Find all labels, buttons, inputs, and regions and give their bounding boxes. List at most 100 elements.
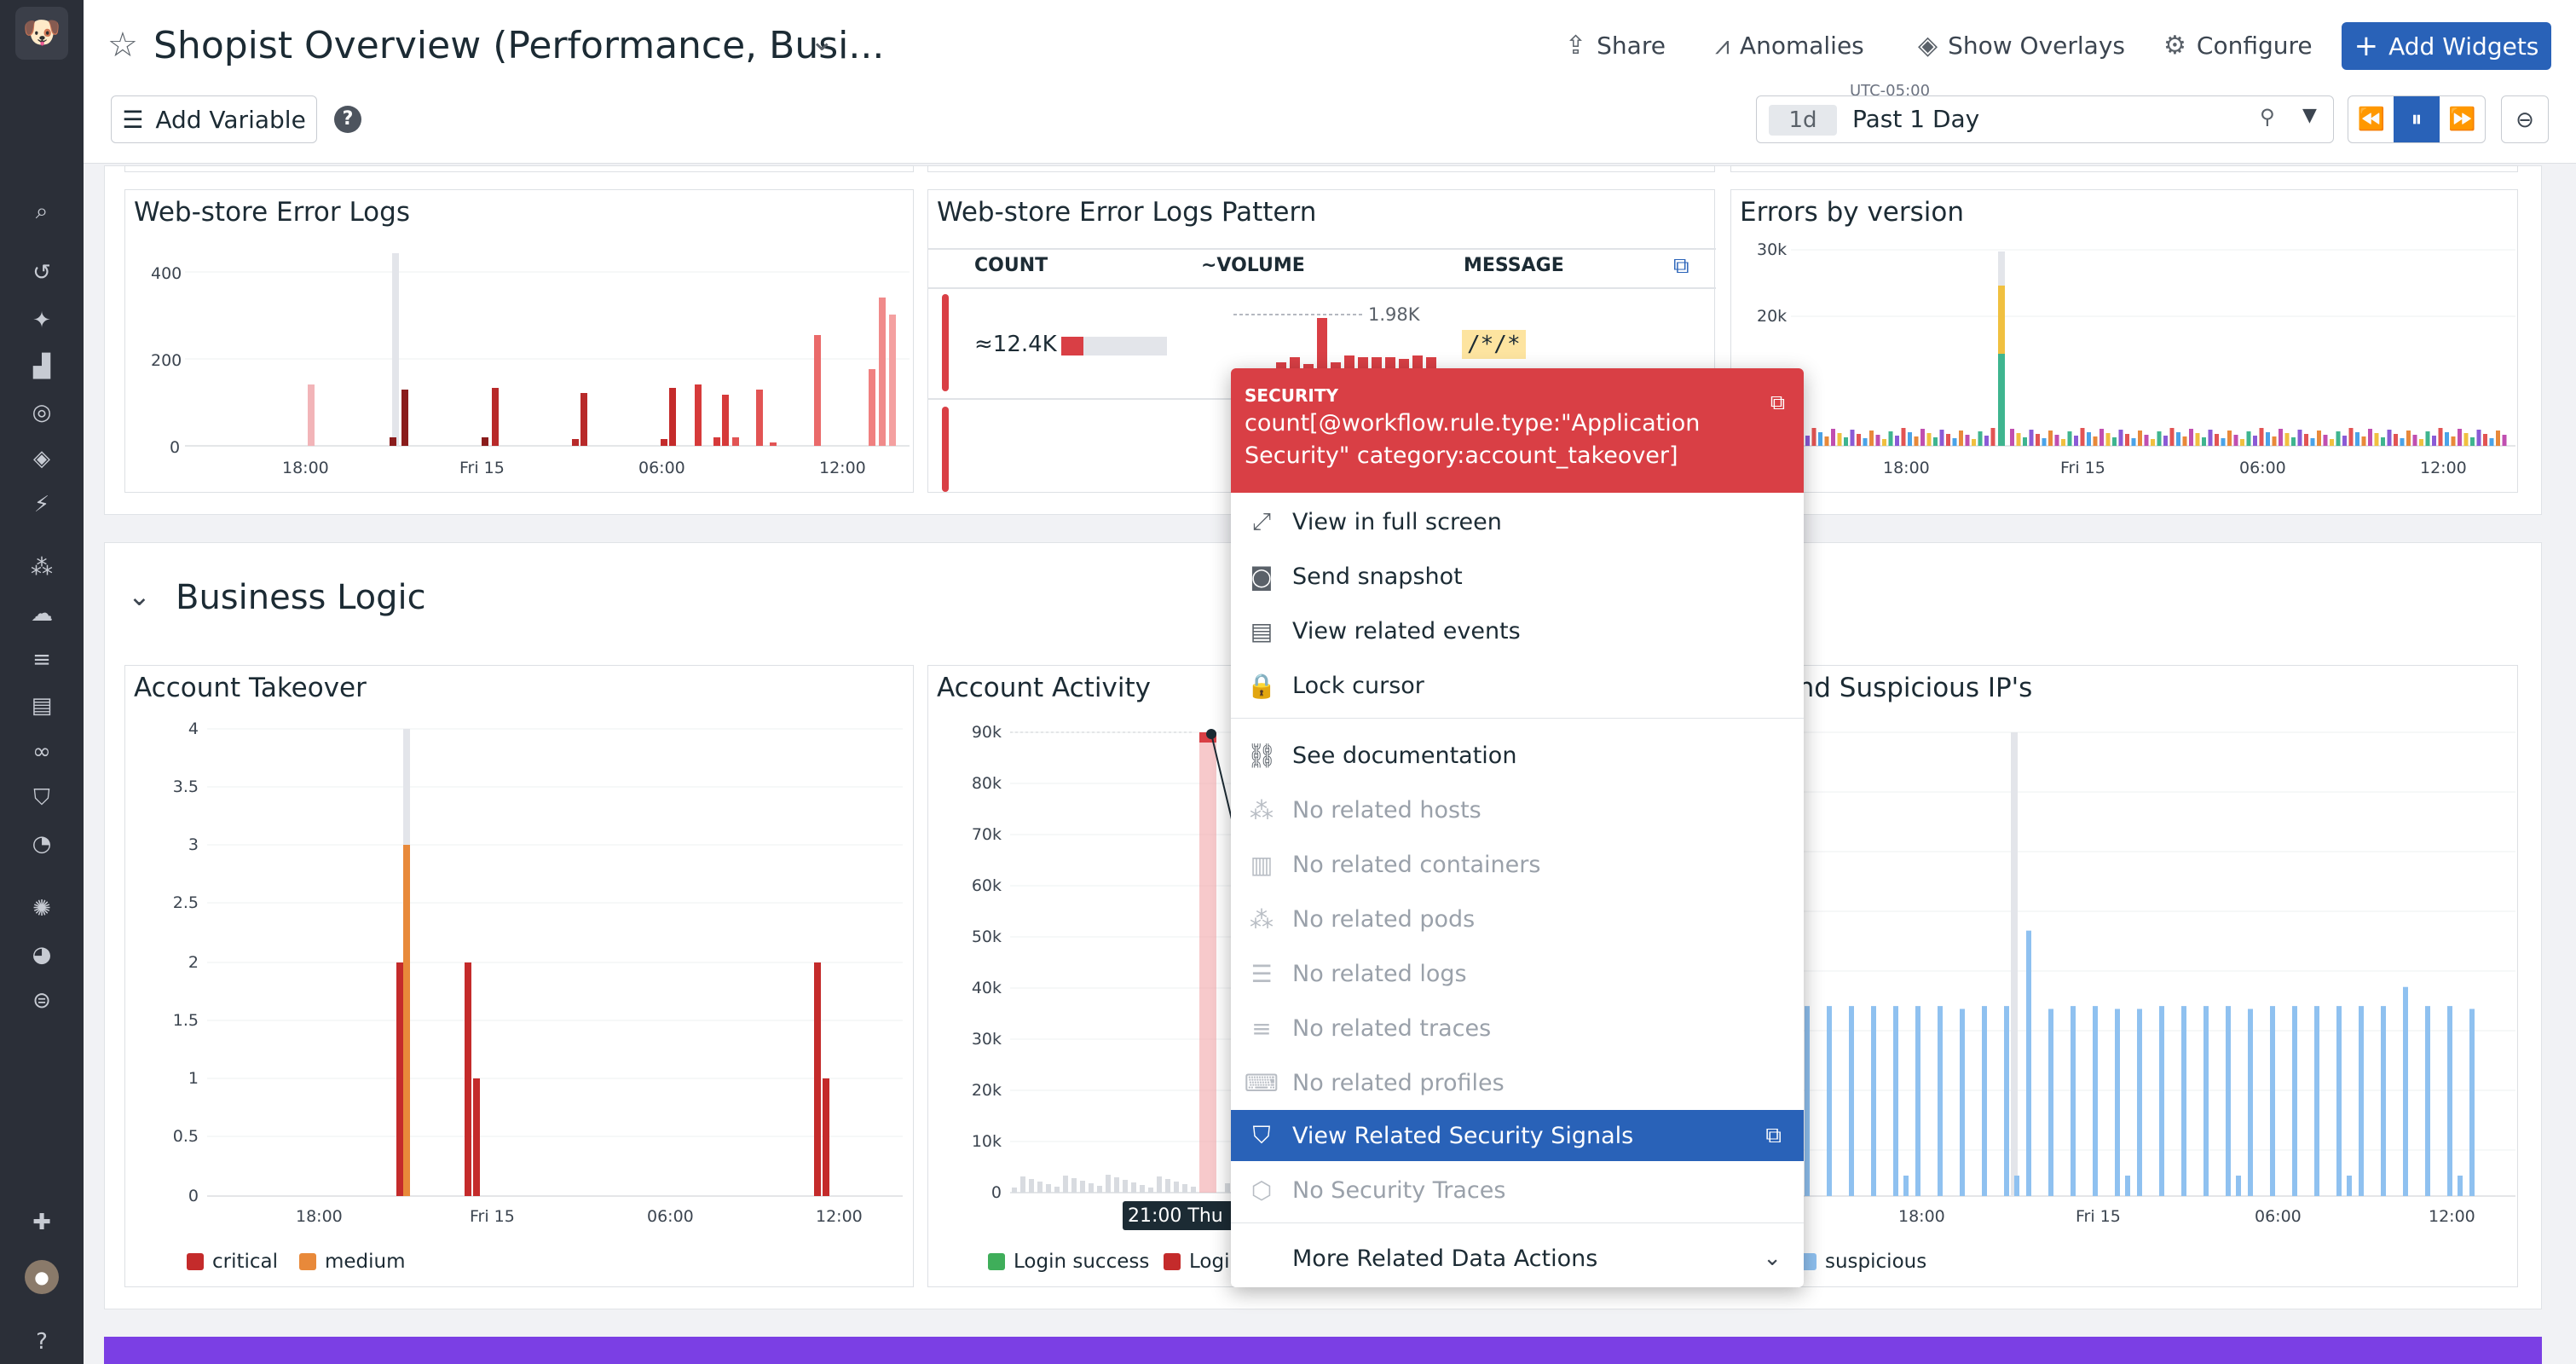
widget-web-store-error-logs[interactable]: Web-store Error Logs 400 200 0 18:00 Fri… bbox=[124, 189, 914, 493]
x-tick: Fri 15 bbox=[470, 1207, 515, 1226]
collapse-chevron-icon[interactable]: ⌄ bbox=[128, 580, 151, 612]
menu-send-snapshot[interactable]: ◙ Send snapshot bbox=[1231, 551, 1804, 602]
version-bar bbox=[1850, 430, 1855, 446]
pause-button[interactable]: ⏸ bbox=[2394, 96, 2440, 142]
gear-icon: ⚙ bbox=[2163, 31, 2186, 61]
widget-title: Web-store Error Logs bbox=[134, 197, 410, 228]
add-widgets-button[interactable]: + Add Widgets bbox=[2342, 22, 2551, 70]
widget-account-takeover[interactable]: Account Takeover 4 3.5 3 2.5 2 1.5 1 0.5… bbox=[124, 665, 914, 1287]
network-icon[interactable]: ∞ bbox=[32, 739, 51, 765]
version-bar bbox=[1901, 428, 1906, 446]
open-in-logs-icon[interactable]: ⧉ bbox=[1673, 253, 1689, 279]
version-bar bbox=[2496, 431, 2500, 446]
version-bar bbox=[2445, 432, 2449, 446]
dashboards-icon[interactable]: ▟ bbox=[33, 354, 50, 379]
activity-bar bbox=[1089, 1183, 1094, 1193]
version-bar bbox=[2330, 439, 2334, 446]
version-bar bbox=[2279, 429, 2283, 446]
events-icon[interactable]: ⚡ bbox=[33, 492, 50, 517]
favorite-star-icon[interactable]: ☆ bbox=[107, 26, 138, 65]
version-bar bbox=[1805, 436, 1810, 446]
menu-more-related-data-actions[interactable]: More Related Data Actions ⌄ bbox=[1292, 1245, 1782, 1272]
version-bar bbox=[2394, 434, 2398, 446]
menu-view-full-screen[interactable]: ⤢ View in full screen bbox=[1231, 496, 1804, 547]
pattern-message[interactable]: /*/* bbox=[1462, 330, 1526, 359]
dashboard-title[interactable]: Shopist Overview (Performance, Busi... bbox=[153, 24, 885, 67]
forward-button[interactable]: ⏩ bbox=[2448, 107, 2476, 132]
ip-bar bbox=[1805, 1006, 1810, 1196]
legend-login-failure[interactable]: Logi bbox=[1164, 1251, 1229, 1273]
anomalies-button[interactable]: ⩘ Anomalies bbox=[1715, 31, 1864, 61]
error-logs-chart[interactable]: 400 200 0 18:00 Fri 15 06:00 12:00 bbox=[125, 190, 915, 494]
ip-bar bbox=[2071, 1006, 2076, 1196]
rewind-button[interactable]: ⏪ bbox=[2357, 107, 2385, 132]
apm-icon[interactable]: ▤ bbox=[31, 693, 53, 719]
integrations-icon[interactable]: ◈ bbox=[33, 446, 50, 471]
notebooks-icon[interactable]: ⊜ bbox=[32, 988, 51, 1014]
add-variable-button[interactable]: ☰ Add Variable bbox=[111, 95, 317, 143]
rum-icon[interactable]: ◔ bbox=[32, 831, 52, 857]
legend-critical[interactable]: critical bbox=[187, 1251, 278, 1273]
datadog-logo-icon[interactable]: 🐶 bbox=[15, 7, 68, 60]
version-bar bbox=[1863, 438, 1868, 446]
legend-suspicious[interactable]: suspicious bbox=[1799, 1251, 1926, 1273]
y-tick: 0 bbox=[991, 1183, 1002, 1202]
version-bar bbox=[1888, 431, 1893, 446]
menu-no-security-traces: ⬡ No Security Traces bbox=[1231, 1165, 1804, 1216]
col-volume-header[interactable]: ~VOLUME bbox=[1201, 255, 1305, 276]
account-takeover-chart[interactable]: 4 3.5 3 2.5 2 1.5 1 0.5 0 18:00 Fri 15 0… bbox=[125, 666, 915, 1288]
ip-bar bbox=[2469, 1009, 2475, 1196]
title-dropdown-chevron-icon[interactable]: ⌄ bbox=[810, 24, 835, 58]
configure-button[interactable]: ⚙ Configure bbox=[2163, 31, 2313, 61]
hover-tooltip-bg bbox=[1123, 1201, 1242, 1230]
widget-suspicious-ips[interactable]: ed and Suspicious IP's 18:00 Fri 15 06:0… bbox=[1730, 665, 2518, 1287]
errors-by-version-chart[interactable]: 30k 20k 18:00 Fri 15 06:00 12:00 bbox=[1731, 190, 2519, 494]
recent-icon[interactable]: ↺ bbox=[32, 260, 51, 286]
anomalies-icon: ⩘ bbox=[1715, 31, 1730, 61]
menu-view-related-security-signals[interactable]: ⛉ View Related Security Signals ⧉ bbox=[1231, 1110, 1804, 1161]
x-tick: 06:00 bbox=[638, 459, 685, 477]
ip-bar bbox=[2026, 930, 2031, 1196]
search-icon[interactable]: ⌕ bbox=[35, 199, 49, 224]
logs-nav-icon[interactable]: ≡ bbox=[32, 647, 51, 673]
next-group-header bbox=[104, 1337, 2542, 1364]
widget-errors-by-version[interactable]: Errors by version 30k 20k 18:00 Fri 15 0… bbox=[1730, 189, 2518, 493]
time-picker[interactable]: 1d Past 1 Day ⚲ ▼ bbox=[1756, 95, 2334, 143]
security-nav-icon[interactable]: ⛉ bbox=[33, 785, 50, 811]
col-message-header[interactable]: MESSAGE bbox=[1464, 255, 1564, 276]
activity-bar bbox=[1140, 1185, 1145, 1193]
menu-no-related-logs: ☰ No related logs bbox=[1231, 948, 1804, 999]
zoom-out-button[interactable]: ⊖ bbox=[2501, 95, 2549, 143]
version-bar bbox=[2112, 437, 2117, 446]
integrations-puzzle-icon[interactable]: ✚ bbox=[32, 1210, 51, 1235]
shield-icon: ⛉ bbox=[1252, 1121, 1271, 1149]
suspicious-ips-chart[interactable]: 18:00 Fri 15 06:00 12:00 bbox=[1731, 666, 2519, 1288]
synthetics-icon[interactable]: ◕ bbox=[32, 942, 52, 968]
watchdog-icon[interactable]: ✦ bbox=[32, 308, 51, 333]
help-icon[interactable]: ? bbox=[334, 106, 361, 133]
x-tick: Fri 15 bbox=[2060, 459, 2105, 477]
col-count-header[interactable]: COUNT bbox=[974, 255, 1048, 276]
version-bar bbox=[2374, 433, 2379, 446]
y-tick: 30k bbox=[1757, 240, 1787, 259]
x-tick: 12:00 bbox=[2429, 1207, 2475, 1226]
menu-lock-cursor[interactable]: 🔒 Lock cursor bbox=[1231, 660, 1804, 711]
menu-see-documentation[interactable]: ⛓ See documentation bbox=[1231, 730, 1804, 781]
cloud-icon[interactable]: ☁ bbox=[31, 601, 53, 627]
copy-icon[interactable]: ⧉ bbox=[1770, 390, 1785, 414]
legend-medium[interactable]: medium bbox=[299, 1251, 406, 1273]
show-overlays-button[interactable]: ◈ Show Overlays bbox=[1918, 31, 2125, 61]
ci-icon[interactable]: ✺ bbox=[32, 896, 51, 922]
x-tick: Fri 15 bbox=[2076, 1207, 2121, 1226]
help-nav-icon[interactable]: ? bbox=[36, 1329, 48, 1355]
pin-icon[interactable]: ⚲ bbox=[2260, 105, 2275, 129]
legend-login-success[interactable]: Login success bbox=[988, 1251, 1149, 1273]
share-button[interactable]: ⇪ Share bbox=[1565, 31, 1666, 61]
time-dropdown-icon[interactable]: ▼ bbox=[2302, 105, 2317, 126]
user-avatar[interactable]: ● bbox=[25, 1260, 59, 1294]
infrastructure-icon[interactable]: ⁂ bbox=[31, 555, 53, 581]
section-title[interactable]: Business Logic bbox=[176, 578, 426, 617]
y-tick: 80k bbox=[972, 774, 1002, 793]
monitors-icon[interactable]: ◎ bbox=[32, 400, 52, 425]
menu-view-related-events[interactable]: ▤ View related events bbox=[1231, 605, 1804, 656]
